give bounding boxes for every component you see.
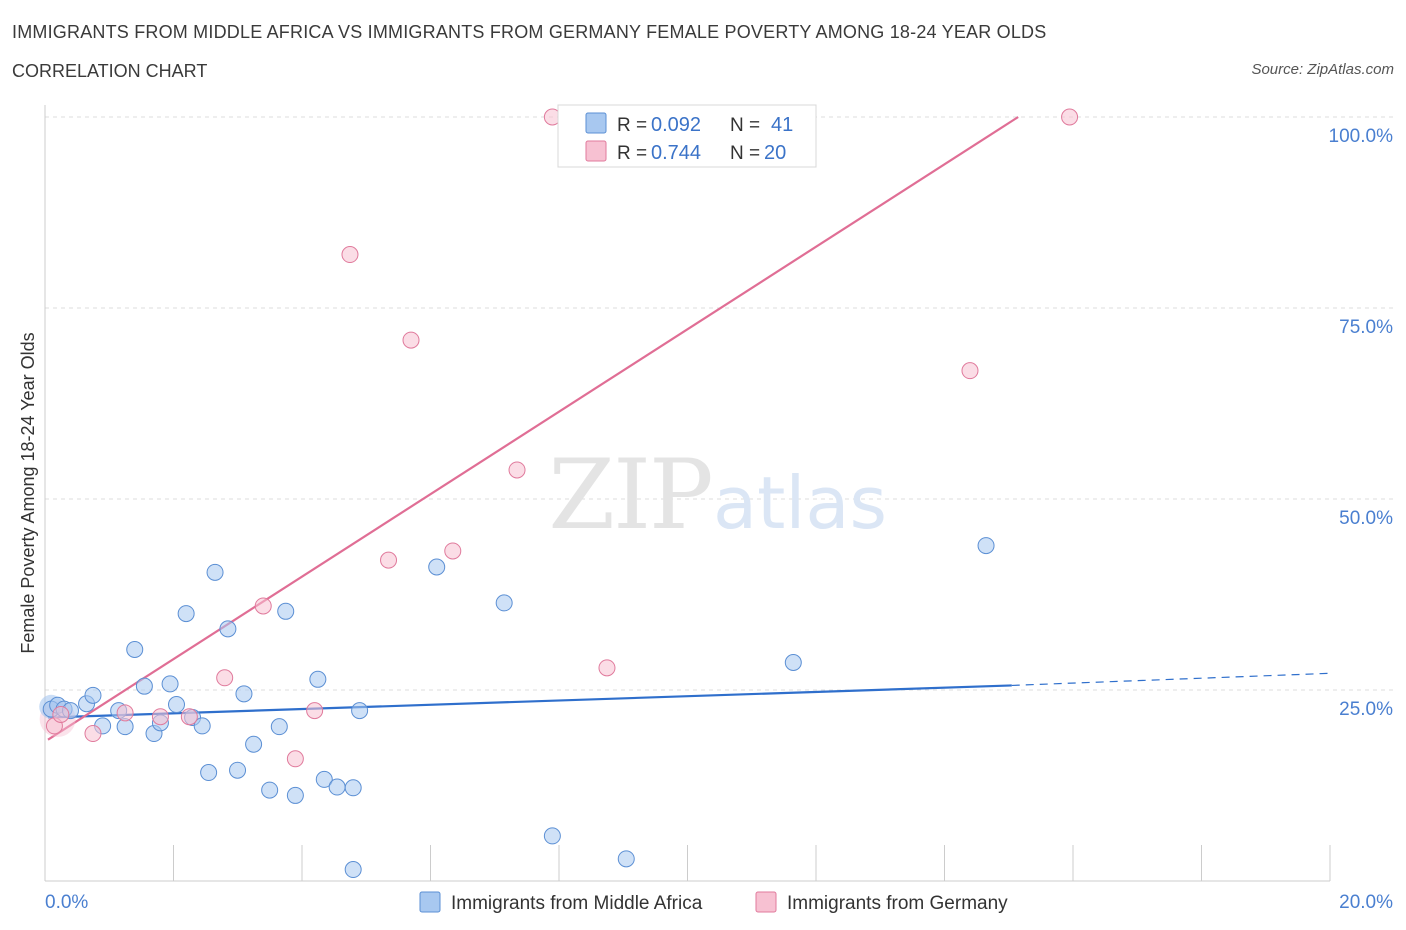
- point-middle-africa: [286, 786, 304, 804]
- point-middle-africa: [84, 686, 102, 704]
- point-middle-africa: [261, 781, 279, 799]
- legend-label-middle-africa: Immigrants from Middle Africa: [451, 893, 703, 914]
- point-middle-africa: [235, 685, 253, 703]
- point-middle-africa: [428, 558, 446, 576]
- chart-subtitle: CORRELATION CHART: [12, 61, 208, 81]
- point-germany: [84, 725, 102, 743]
- point-middle-africa: [270, 718, 288, 736]
- chart-title: IMMIGRANTS FROM MIDDLE AFRICA VS IMMIGRA…: [12, 22, 1047, 42]
- point-middle-africa: [177, 605, 195, 623]
- point-middle-africa: [328, 778, 346, 796]
- point-middle-africa: [977, 537, 995, 555]
- point-germany: [116, 704, 134, 722]
- stats-legend-swatch-middle-africa: [585, 112, 607, 134]
- stats-legend-n-label: N =: [730, 115, 760, 136]
- point-middle-africa: [344, 779, 362, 797]
- point-middle-africa: [135, 677, 153, 695]
- trend-lines: [47, 116, 1334, 741]
- point-germany: [254, 597, 272, 615]
- point-germany: [151, 708, 169, 726]
- watermark: ZIP atlas: [548, 439, 887, 551]
- point-middle-africa: [245, 735, 263, 753]
- point-germany: [402, 331, 420, 349]
- stats-legend-r-value-germany: 0.744: [651, 142, 701, 164]
- stats-legend-swatch-germany: [585, 140, 607, 162]
- tick-labels: 25.0% 50.0% 75.0% 100.0% 0.0% 20.0%: [45, 126, 1393, 913]
- point-middle-africa: [277, 602, 295, 620]
- trendline-germany: [47, 116, 1019, 741]
- y-tick-label: 25.0%: [1339, 699, 1393, 720]
- y-tick-label: 50.0%: [1339, 508, 1393, 529]
- legend-swatch-middle-africa: [419, 891, 441, 913]
- y-axis-title: Female Poverty Among 18-24 Year Olds: [18, 332, 38, 653]
- watermark-atlas: atlas: [713, 461, 887, 545]
- grid-lines: [45, 116, 1395, 691]
- x-tick-label: 20.0%: [1339, 892, 1393, 913]
- point-middle-africa: [200, 764, 218, 782]
- data-points: [39, 108, 1079, 879]
- point-germany: [180, 708, 198, 726]
- point-middle-africa: [315, 770, 333, 788]
- point-middle-africa: [617, 850, 635, 868]
- stats-legend-r-label: R =: [617, 115, 647, 136]
- point-middle-africa: [193, 717, 211, 735]
- point-middle-africa: [309, 670, 327, 688]
- point-germany: [286, 750, 304, 768]
- y-tick-label: 100.0%: [1329, 126, 1394, 147]
- stats-legend-r-value-middle-africa: 0.092: [651, 114, 701, 136]
- stats-legend-n-value-germany: 20: [764, 142, 786, 164]
- trendline-middle-africa-extension: [1011, 672, 1334, 687]
- y-tick-label: 75.0%: [1339, 317, 1393, 338]
- trendline-middle-africa: [47, 684, 1012, 719]
- point-middle-africa: [168, 696, 185, 714]
- axes: [44, 105, 1331, 882]
- series-legend: Immigrants from Middle Africa Immigrants…: [419, 891, 1008, 914]
- point-germany: [52, 705, 70, 723]
- point-middle-africa: [126, 641, 144, 659]
- chart-source: Source: ZipAtlas.com: [1251, 61, 1394, 78]
- stats-legend-r-label: R =: [617, 143, 647, 164]
- point-germany: [598, 659, 616, 677]
- stats-legend-n-value-middle-africa: 41: [771, 114, 793, 136]
- point-germany: [341, 246, 359, 264]
- point-germany: [508, 461, 526, 479]
- stats-legend-n-label: N =: [730, 143, 760, 164]
- point-middle-africa: [161, 675, 179, 693]
- point-germany: [306, 702, 324, 720]
- point-middle-africa: [543, 827, 561, 845]
- point-middle-africa: [495, 594, 513, 612]
- point-middle-africa: [344, 861, 362, 879]
- watermark-zip: ZIP: [548, 439, 711, 551]
- point-middle-africa: [784, 653, 802, 671]
- legend-label-germany: Immigrants from Germany: [787, 893, 1008, 914]
- point-germany: [380, 551, 398, 569]
- point-germany: [1061, 108, 1079, 126]
- point-middle-africa: [219, 620, 237, 638]
- point-middle-africa: [229, 761, 247, 779]
- legend-swatch-germany: [755, 891, 777, 913]
- point-germany: [444, 542, 462, 560]
- point-middle-africa: [206, 563, 224, 581]
- stats-legend: R = 0.092 N = 41 R = 0.744 N = 20: [557, 104, 817, 168]
- point-middle-africa: [351, 702, 369, 720]
- x-tick-label: 0.0%: [45, 892, 88, 913]
- point-germany: [216, 669, 234, 687]
- point-germany: [961, 362, 979, 380]
